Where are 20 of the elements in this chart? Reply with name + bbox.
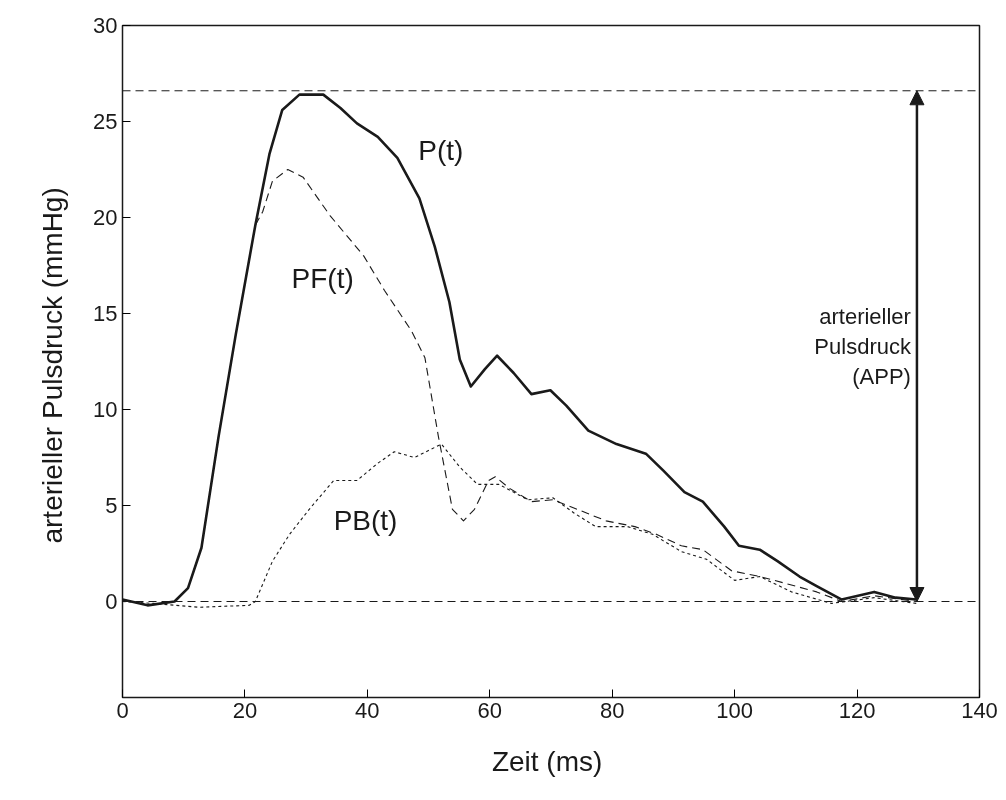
series-label: PB(t) — [333, 505, 398, 537]
y-tick-label: 0 — [105, 589, 118, 614]
x-tick-label: 100 — [716, 697, 754, 723]
x-axis-title: Zeit (ms) — [491, 745, 603, 777]
annotation: arterieller Pulsdruck (APP) — [814, 303, 912, 389]
x-tick-label: 140 — [961, 697, 998, 723]
y-tick-label: 30 — [93, 13, 118, 38]
x-tick-label: 60 — [477, 697, 503, 723]
y-tick-label: 20 — [93, 205, 118, 230]
x-tick-label: 20 — [232, 697, 258, 723]
y-axis-title: arterieller Pulsdruck (mmHg) — [37, 187, 69, 544]
series-label: PF(t) — [291, 263, 354, 295]
y-tick-label: 5 — [105, 493, 118, 518]
x-tick-label: 40 — [355, 697, 380, 723]
y-tick-label: 10 — [93, 397, 118, 422]
series-label: P(t) — [418, 134, 464, 166]
y-tick-label: 15 — [93, 301, 118, 326]
x-tick-label: 80 — [599, 697, 625, 723]
x-tick-label: 120 — [838, 697, 876, 723]
y-tick-label: 25 — [93, 109, 118, 134]
